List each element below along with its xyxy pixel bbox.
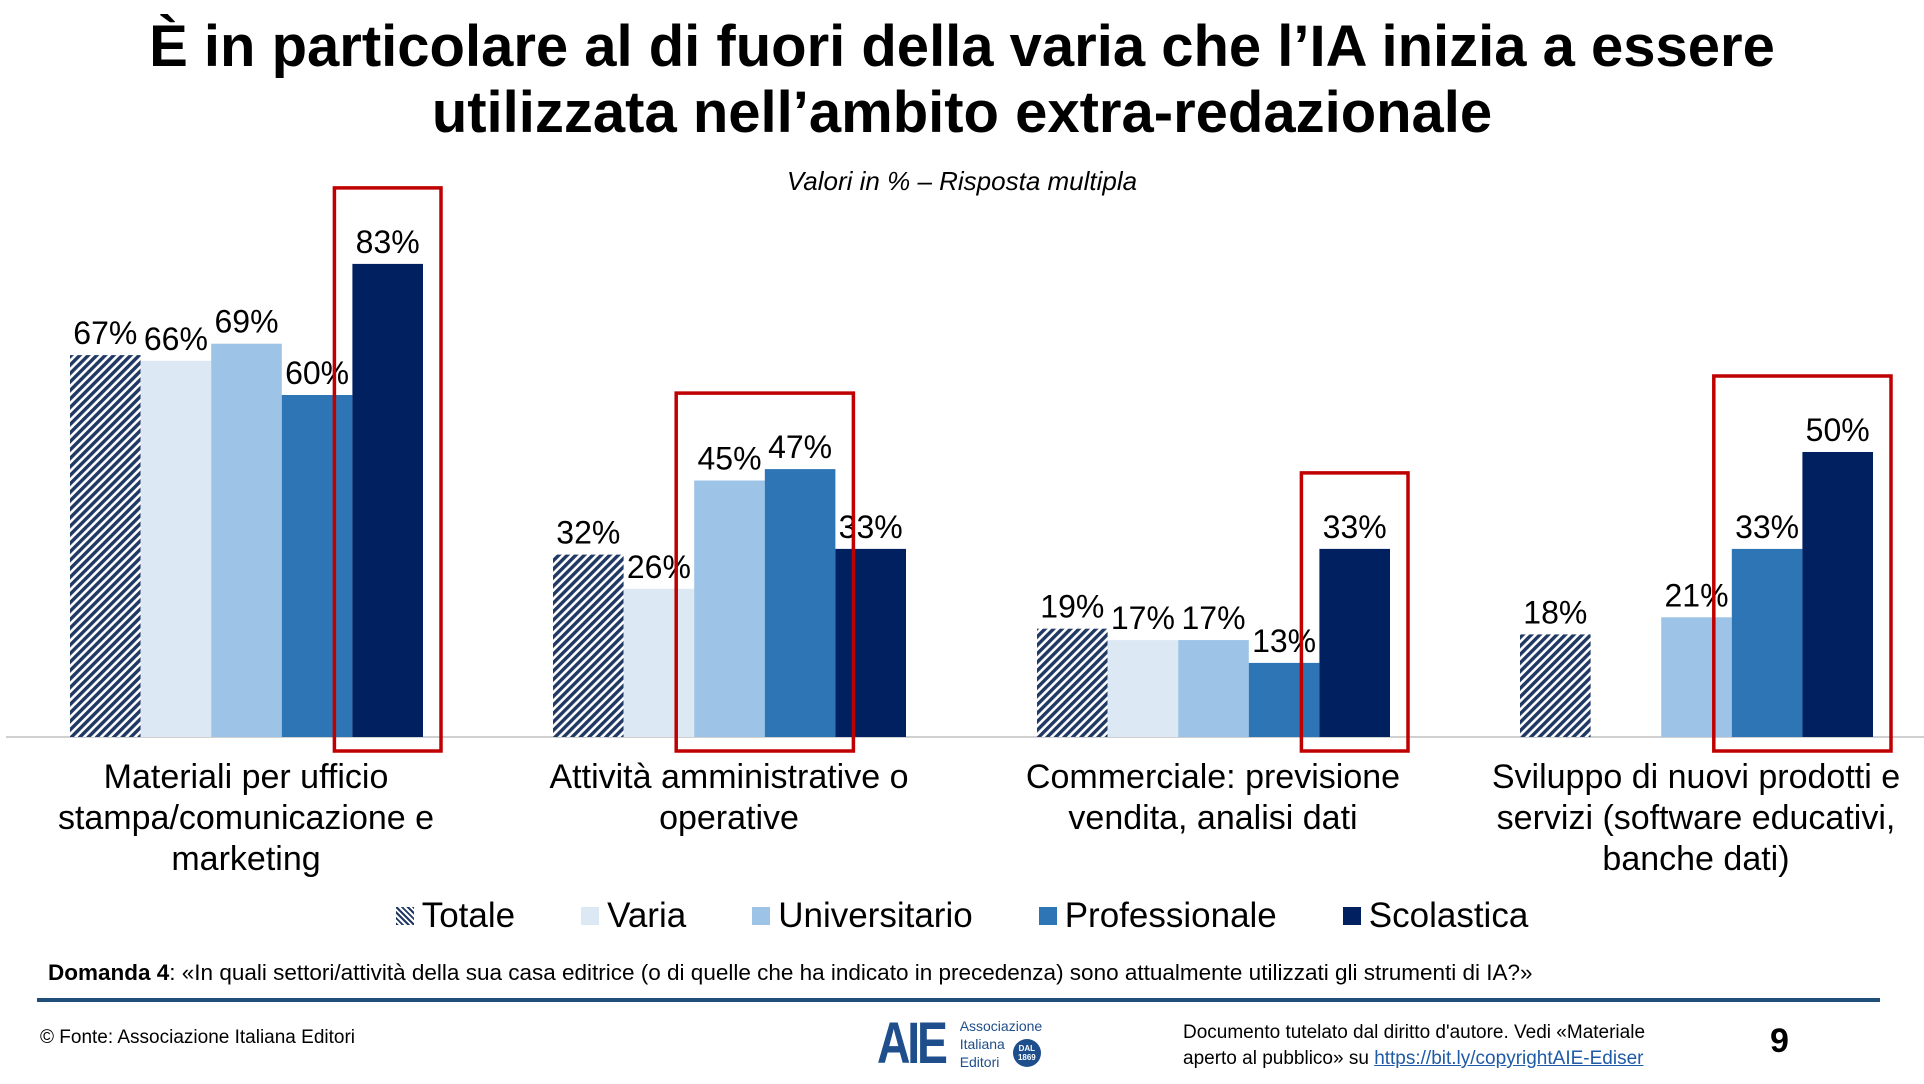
data-label-scolastica-2: 33% <box>1323 509 1387 545</box>
logo-line-3: Editori <box>959 1053 1000 1070</box>
bar-varia-0 <box>140 360 212 737</box>
question-body: : «In quali settori/attività della sua c… <box>169 960 1533 985</box>
page-number: 9 <box>1770 1022 1789 1060</box>
copyright-link[interactable]: https://bit.ly/copyrightAIE-Ediser <box>1374 1048 1644 1069</box>
bar-universitario-2 <box>1178 640 1249 737</box>
legend-swatch <box>1342 907 1361 925</box>
logo-line-1: Associazione <box>959 1017 1043 1034</box>
bar-professionale-1 <box>764 469 836 737</box>
chart-subtitle: Valori in % – Risposta multipla <box>786 166 1138 196</box>
bar-universitario-3 <box>1661 617 1732 737</box>
title-line-1: È in particolare al di fuori della varia… <box>149 14 1775 79</box>
data-label-totale-0: 67% <box>73 315 137 351</box>
data-label-scolastica-3: 50% <box>1806 412 1870 448</box>
bar-universitario-1 <box>694 480 765 737</box>
slide-title: È in particolare al di fuori della varia… <box>0 14 1924 146</box>
legend-swatch <box>752 907 771 925</box>
data-label-scolastica-0: 83% <box>356 224 420 260</box>
logo-mark: AIE <box>877 1011 948 1076</box>
title-line-2: utilizzata nell’ambito extra-redazionale <box>431 80 1493 145</box>
data-label-varia-0: 66% <box>144 321 208 357</box>
copyright-line-1: Documento tutelato dal diritto d'autore.… <box>1183 1022 1646 1043</box>
highlight-box-2 <box>1299 471 1410 753</box>
bar-professionale-3 <box>1731 548 1803 737</box>
category-label-line: vendita, analisi dati <box>1068 799 1358 837</box>
category-label-line: Sviluppo di nuovi prodotti e <box>1491 758 1901 796</box>
category-label-1: Attività amministrative o operative <box>509 757 949 839</box>
legend-label: Totale <box>421 896 516 935</box>
category-label-line: servizi (software educativi, <box>1496 799 1896 837</box>
category-label-line: Attività amministrative o <box>549 758 909 796</box>
copyright-line-2: aperto al pubblico» su <box>1183 1048 1375 1069</box>
data-label-scolastica-1: 33% <box>839 509 903 545</box>
bar-varia-1 <box>623 588 695 737</box>
data-label-totale-3: 18% <box>1523 594 1587 630</box>
legend-item-professionale: Professionale <box>1038 896 1277 936</box>
bar-scolastica-2 <box>1319 548 1390 737</box>
bar-professionale-2 <box>1248 662 1320 737</box>
legend-item-scolastica: Scolastica <box>1342 896 1529 936</box>
logo-seal: DAL 1869 <box>1012 1038 1041 1067</box>
highlight-box-3 <box>1712 374 1893 753</box>
bar-universitario-0 <box>211 343 282 737</box>
data-label-totale-1: 32% <box>556 515 620 551</box>
bar-scolastica-3 <box>1802 452 1873 737</box>
legend-item-universitario: Universitario <box>752 896 973 936</box>
category-label-3: Sviluppo di nuovi prodotti e servizi (sof… <box>1476 757 1916 880</box>
data-label-professionale-1: 47% <box>768 429 832 465</box>
data-label-universitario-1: 45% <box>697 441 761 477</box>
bar-varia-2 <box>1107 640 1179 737</box>
data-label-varia-1: 26% <box>627 549 691 585</box>
legend-label: Varia <box>607 896 687 935</box>
bar-totale-1 <box>553 554 624 737</box>
data-label-totale-2: 19% <box>1040 589 1104 625</box>
data-label-professionale-3: 33% <box>1735 509 1799 545</box>
category-label-line: Materiali per ufficio <box>103 758 389 796</box>
legend-label: Scolastica <box>1368 896 1529 935</box>
legend-swatch <box>395 907 414 925</box>
aie-logo: AIE Associazione Italiana Editori DAL 186… <box>877 1010 1042 1077</box>
data-label-universitario-0: 69% <box>214 304 278 340</box>
highlight-box-1 <box>674 391 856 753</box>
legend-item-totale: Totale <box>395 896 516 936</box>
data-label-professionale-2: 13% <box>1252 623 1316 659</box>
question-text: Domanda 4: «In quali settori/attività de… <box>48 960 1533 986</box>
logo-text: Associazione Italiana Editori DAL 1869 <box>960 1017 1043 1071</box>
data-label-professionale-0: 60% <box>285 355 349 391</box>
copyright-notice: Documento tutelato dal diritto d'autore.… <box>1183 1020 1645 1072</box>
legend: Totale Varia Universitario Professionale Sco… <box>0 896 1924 936</box>
bar-scolastica-1 <box>835 548 906 737</box>
bar-professionale-0 <box>281 395 353 737</box>
data-label-varia-2: 17% <box>1111 600 1175 636</box>
bar-totale-3 <box>1520 634 1591 737</box>
category-label-0: Materiali per ufficio stampa/comunicazion… <box>26 757 466 880</box>
data-label-universitario-3: 21% <box>1664 577 1728 613</box>
category-label-line: banche dati) <box>1602 840 1790 878</box>
data-label-universitario-2: 17% <box>1181 600 1245 636</box>
source-text: © Fonte: Associazione Italiana Editori <box>40 1027 356 1048</box>
legend-item-varia: Varia <box>581 896 686 936</box>
footer-divider <box>37 998 1880 1002</box>
legend-swatch <box>581 907 600 925</box>
category-label-line: marketing <box>171 840 321 878</box>
category-label-line: Commerciale: previsione <box>1025 758 1401 796</box>
bar-totale-2 <box>1037 628 1108 737</box>
logo-line-2: Italiana <box>959 1035 1005 1052</box>
category-label-2: Commerciale: previsione vendita, analisi … <box>993 757 1433 839</box>
bar-scolastica-0 <box>352 263 423 737</box>
legend-swatch <box>1038 907 1057 925</box>
highlight-box-0 <box>332 186 443 753</box>
legend-label: Professionale <box>1064 896 1277 935</box>
category-label-line: operative <box>659 799 799 837</box>
category-label-line: stampa/comunicazione e <box>57 799 435 837</box>
bar-totale-0 <box>70 355 141 737</box>
question-label: Domanda 4 <box>48 960 170 985</box>
legend-label: Universitario <box>778 896 973 935</box>
